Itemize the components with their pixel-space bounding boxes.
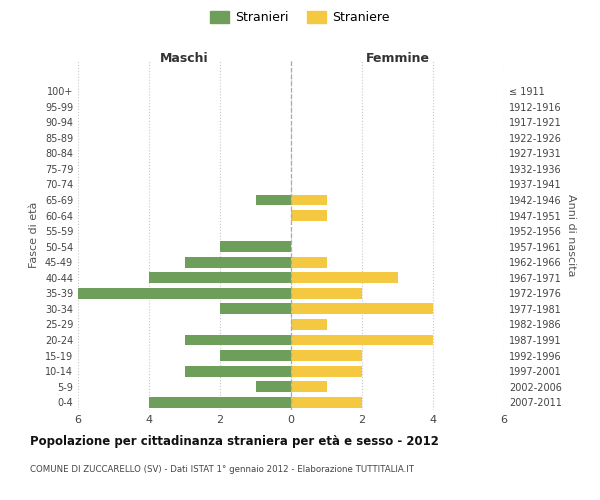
Bar — [185, 257, 291, 268]
Y-axis label: Fasce di età: Fasce di età — [29, 202, 39, 268]
Bar — [220, 241, 291, 252]
Bar — [220, 304, 291, 314]
Bar — [291, 194, 326, 205]
Text: Maschi: Maschi — [160, 52, 209, 64]
Bar — [185, 334, 291, 345]
Bar — [291, 272, 398, 283]
Bar — [291, 304, 433, 314]
Y-axis label: Anni di nascita: Anni di nascita — [566, 194, 575, 276]
Bar — [256, 194, 291, 205]
Bar — [291, 334, 433, 345]
Legend: Stranieri, Straniere: Stranieri, Straniere — [205, 6, 395, 29]
Bar — [149, 272, 291, 283]
Bar — [78, 288, 291, 299]
Bar — [291, 366, 362, 376]
Bar — [291, 210, 326, 221]
Text: Popolazione per cittadinanza straniera per età e sesso - 2012: Popolazione per cittadinanza straniera p… — [30, 435, 439, 448]
Bar — [291, 319, 326, 330]
Text: Femmine: Femmine — [365, 52, 430, 64]
Text: COMUNE DI ZUCCARELLO (SV) - Dati ISTAT 1° gennaio 2012 - Elaborazione TUTTITALIA: COMUNE DI ZUCCARELLO (SV) - Dati ISTAT 1… — [30, 465, 414, 474]
Bar — [291, 288, 362, 299]
Bar — [185, 366, 291, 376]
Bar — [291, 350, 362, 361]
Bar — [220, 350, 291, 361]
Bar — [149, 397, 291, 407]
Bar — [291, 397, 362, 407]
Bar — [291, 381, 326, 392]
Bar — [291, 257, 326, 268]
Bar — [256, 381, 291, 392]
